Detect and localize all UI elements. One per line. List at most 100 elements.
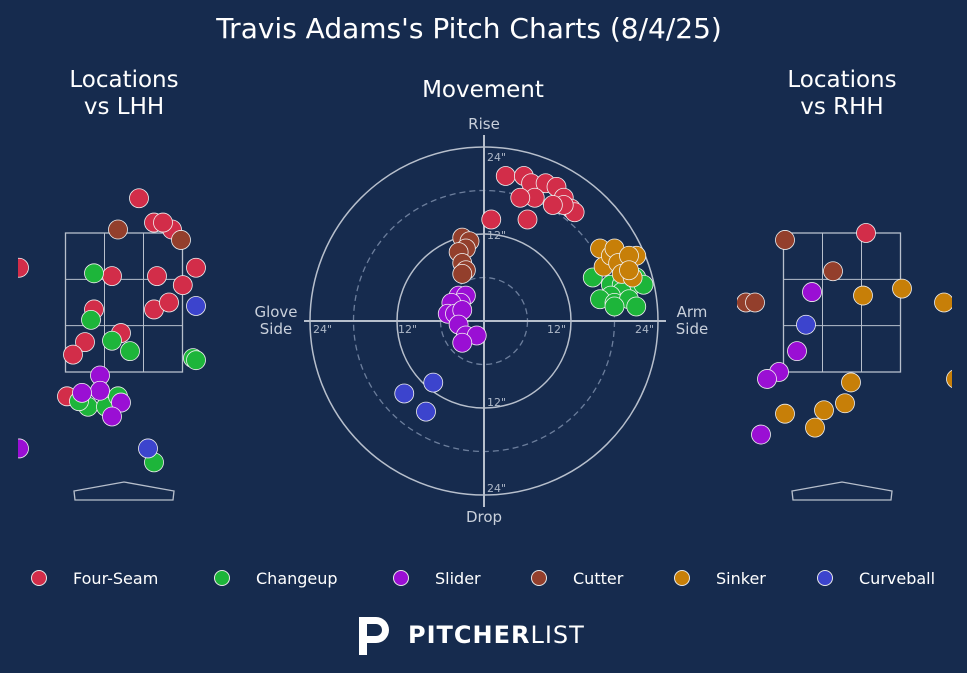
pitch-point-four-seam [18,257,29,278]
pitch-point-changeup [120,341,140,362]
pitch-point-sinker [934,292,952,313]
panel-title-lhh-line1: Locations [69,67,178,93]
ring-tick-label: 12" [398,323,417,336]
legend-swatch [531,570,547,586]
legend-item: Curveball [817,566,935,590]
movement-point-four-seam [542,195,563,215]
ring-tick-label: 24" [313,323,332,336]
pitch-point-slider [787,341,807,362]
legend-swatch [31,570,47,586]
pitch-points [18,188,206,473]
pitch-point-cutter [823,261,843,282]
pitch-point-slider [90,380,110,401]
movement-point-four-seam [517,209,538,230]
pitch-point-four-seam [147,266,167,286]
legend-item: Four-Seam [31,566,158,590]
pitch-point-curveball [796,314,816,335]
movement-point-changeup [604,296,625,317]
legend-swatch [214,570,230,586]
movement-point-four-seam [495,166,516,186]
pitch-point-four-seam [63,344,83,365]
home-plate [73,481,175,501]
brand-bold: PITCHER [408,621,531,649]
ring-tick-label: 24" [635,323,654,336]
pitch-point-changeup [186,350,206,371]
pitch-point-sinker [775,403,795,424]
movement-point-curveball [394,383,415,404]
pitch-point-four-seam [172,275,193,296]
pitch-point-four-seam [159,292,179,313]
pitch-point-four-seam [75,332,95,353]
pitch-point-sinker [841,372,861,393]
legend-label: Changeup [256,568,338,588]
pitch-point-sinker [946,369,952,389]
legend-label: Cutter [573,568,624,588]
movement-axis-label: Glove Side [254,303,297,338]
pitch-point-slider [751,424,771,445]
legend-label: Curveball [859,568,936,588]
pitch-point-curveball [138,438,158,459]
pitch-point-four-seam [102,266,122,286]
movement-point-cutter [452,263,473,284]
movement-axis-label: Arm Side [676,303,708,338]
legend-label: Sinker [716,568,766,588]
panel-title-rhh-line2: vs RHH [800,94,883,120]
locations-vs-lhh-panel: Locations vs LHH [18,67,206,501]
brand-light: LIST [530,621,585,649]
legend-item: Cutter [531,566,623,590]
panel-title-movement: Movement [422,77,544,103]
locations-vs-rhh-panel: Locations vs RHH [737,67,952,501]
pitch-point-four-seam [153,212,173,233]
legend-swatch [817,570,833,586]
movement-point-curveball [423,372,444,393]
pitch-point-four-seam [186,257,206,278]
ring-tick-label: 24" [487,482,506,495]
pitch-points [737,223,952,445]
pitch-point-changeup [102,330,122,351]
pitch-point-sinker [853,285,873,306]
pitcherlist-p-icon [359,617,389,655]
movement-points [394,166,654,422]
pitch-point-slider [111,392,131,413]
legend-swatch [674,570,690,586]
pitch-point-slider [102,406,122,427]
movement-point-four-seam [510,187,531,208]
legend-swatch [393,570,409,586]
movement-axis-label: Drop [466,508,502,526]
pitch-point-slider [802,282,822,302]
pitch-point-slider [18,438,29,459]
movement-point-slider [452,332,473,353]
movement-panel: Movement 24" 12" 12" 24" 24" 12" 12" 24" Rise Dro… [254,77,708,526]
pitch-point-cutter [171,230,191,250]
panel-title-lhh-line2: vs LHH [84,94,164,120]
panel-title-rhh-line1: Locations [787,67,896,93]
movement-point-four-seam [481,209,502,230]
pitch-point-changeup [81,309,101,330]
panel-title-lhh: Locations vs LHH [69,67,178,120]
pitch-point-sinker [814,400,834,421]
ring-tick-label: 12" [487,229,506,242]
pitch-point-four-seam [856,223,876,243]
pitcherlist-wordmark: PITCHERLIST [408,621,585,649]
legend-item: Sinker [674,566,766,590]
pitch-point-changeup [84,263,104,284]
legend-label: Four-Seam [73,568,159,588]
legend-item: Changeup [214,566,338,590]
panel-title-rhh: Locations vs RHH [787,67,896,120]
home-plate [791,481,893,501]
movement-axis-label: Rise [468,115,500,133]
pitch-point-sinker [835,393,855,414]
pitch-point-slider [757,369,777,389]
pitch-point-four-seam [129,188,149,209]
ring-tick-label: 24" [487,151,506,164]
pitch-point-sinker [805,417,825,438]
legend: Four-Seam Changeup Slider Cutter Sinker … [0,566,967,590]
ring-tick-label: 12" [547,323,566,336]
pitch-point-slider [72,382,92,403]
figure-title: Travis Adams's Pitch Charts (8/4/25) [215,12,722,45]
movement-point-curveball [416,401,436,422]
pitch-point-curveball [186,296,206,316]
legend-item: Slider [393,566,481,590]
pitcherlist-logo: PITCHERLIST [356,612,585,658]
